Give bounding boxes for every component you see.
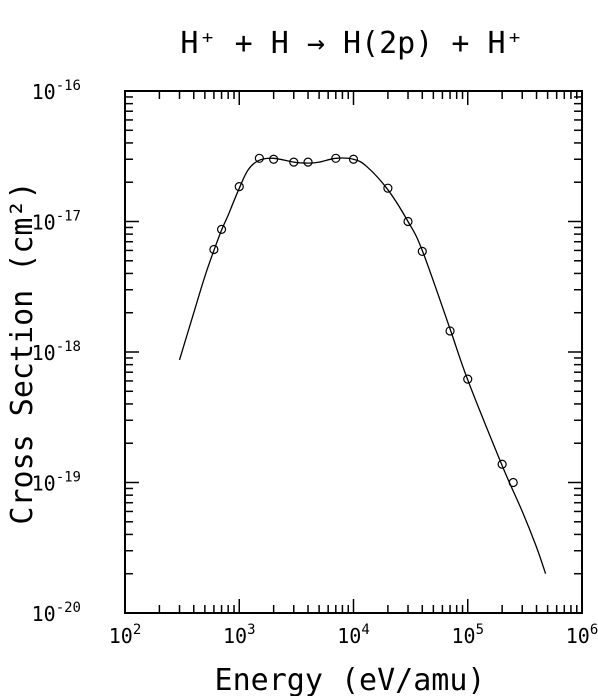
y-ticks: 10-20 10-19 10-18 10-17 10-16 [32,78,582,626]
plot-frame [124,90,583,614]
data-point [216,224,227,234]
data-point [269,154,279,164]
x-ticks: 102 103 104 105 106 [109,91,598,648]
data-point [331,153,341,163]
y-tick-label: 10-17 [32,209,81,235]
curve-layer [178,157,547,574]
data-point [348,154,359,164]
data-point [303,157,313,167]
y-axis-label: Cross Section (cm²) [5,181,40,524]
x-tick-label: 104 [337,622,370,648]
data-point [209,244,219,255]
y-tick-label: 10-16 [32,78,81,104]
x-tick-label: 105 [451,622,484,648]
data-point [289,157,299,167]
points-layer [209,153,518,488]
data-point [383,183,393,193]
y-tick-label: 10-20 [32,600,81,626]
fit-curve [178,157,547,574]
y-tick-label: 10-19 [32,470,81,496]
x-tick-label: 106 [566,622,598,648]
data-point [234,182,244,192]
chart-title: H⁺ + H → H(2p) + H⁺ [180,26,523,61]
x-axis-label: Energy (eV/amu) [215,663,486,696]
data-point [417,246,427,257]
x-tick-label: 102 [109,622,142,648]
data-point [497,459,507,469]
data-point [445,326,455,336]
plot-border [124,90,583,614]
y-tick-label: 10-18 [32,339,81,365]
data-point [254,153,264,163]
x-tick-label: 103 [223,622,256,648]
data-point [463,374,473,384]
data-point [403,216,413,227]
data-point [508,477,518,488]
